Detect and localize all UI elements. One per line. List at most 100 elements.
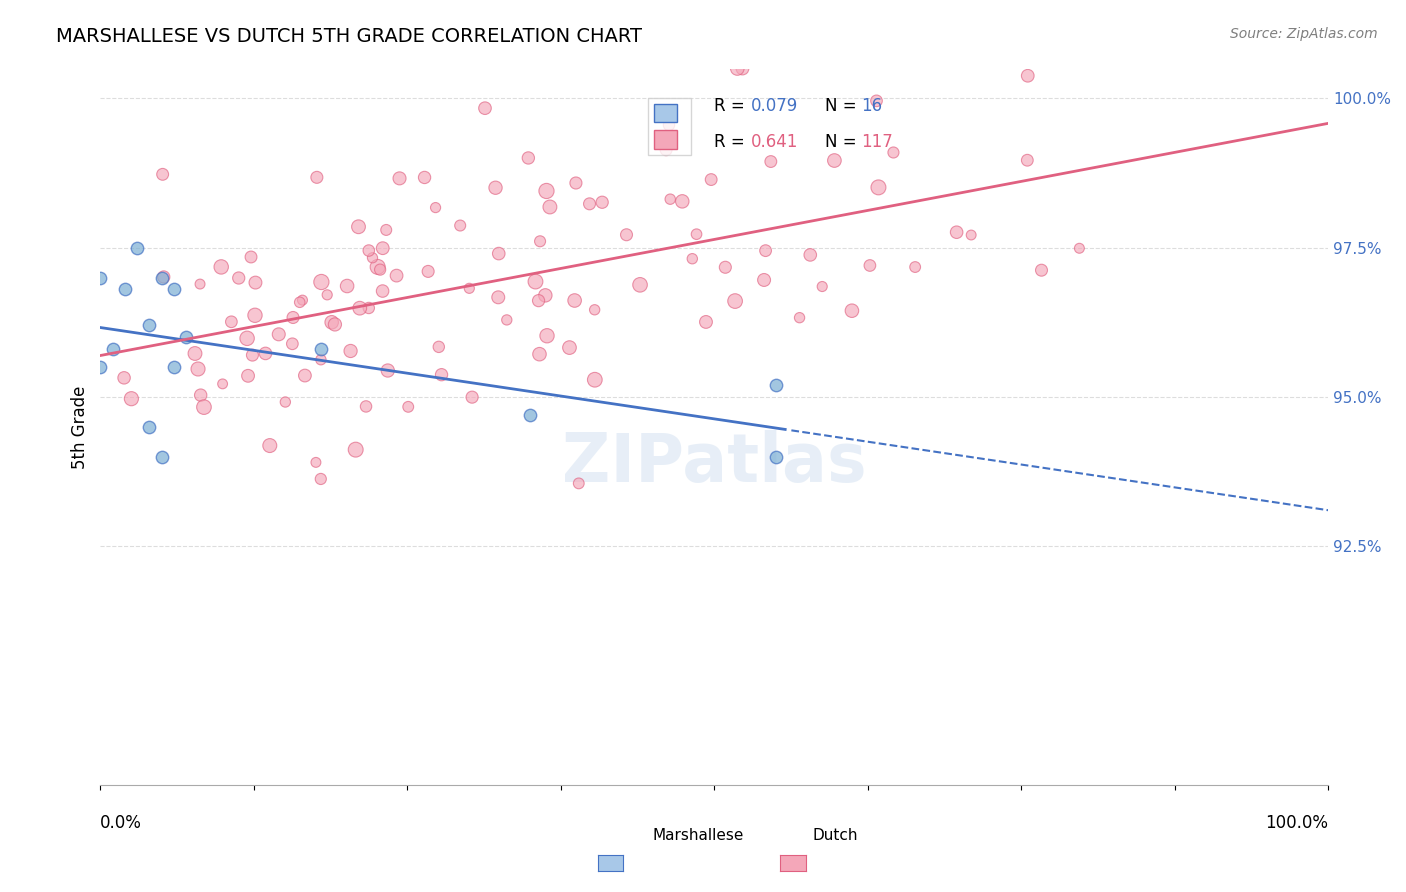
Point [578,197,600,211]
Point [377,363,399,377]
Point [309,352,332,367]
Point [101,342,124,356]
Text: ZIPatlas: ZIPatlas [562,430,866,496]
Point [731,62,754,76]
Point [347,219,370,234]
Point [960,227,983,242]
Point [184,346,207,360]
Point [430,368,453,382]
Text: N =: N = [825,133,862,151]
Point [529,347,551,361]
Point [385,268,408,283]
Point [245,276,267,290]
Point [413,170,436,185]
Point [152,167,174,181]
Point [344,442,367,457]
Point [868,180,890,194]
Point [309,472,332,486]
Point [221,315,243,329]
Point [945,225,967,239]
Point [368,262,391,277]
Point [138,318,160,333]
Point [865,94,887,108]
Point [321,315,343,329]
Point [323,318,346,332]
Point [388,171,411,186]
Point [759,154,782,169]
Point [357,244,380,258]
Text: 0.079: 0.079 [751,97,799,115]
Point [474,101,496,115]
Point [583,302,606,317]
Point [163,360,186,375]
Point [529,234,551,248]
Point [486,290,509,304]
Point [236,368,259,383]
Point [152,270,174,285]
Legend: , : , [648,97,690,155]
Point [127,241,149,255]
Point [449,219,471,233]
Point [538,200,561,214]
Point [114,283,136,297]
Point [765,450,787,464]
Point [193,400,215,414]
Text: MARSHALLESE VS DUTCH 5TH GRADE CORRELATION CHART: MARSHALLESE VS DUTCH 5TH GRADE CORRELATI… [56,27,643,45]
Point [259,439,281,453]
Point [288,295,311,310]
Point [120,392,142,406]
Point [568,476,591,491]
Point [882,145,904,160]
Point [534,288,557,302]
Point [616,227,638,242]
Point [695,315,717,329]
Point [904,260,927,274]
Point [659,192,682,206]
Point [418,264,440,278]
Point [1017,153,1039,168]
Point [461,390,484,404]
Point [291,293,314,307]
Point [859,259,882,273]
Point [163,283,186,297]
Point [564,293,586,308]
Point [138,419,160,434]
Point [655,143,678,157]
Point [789,310,811,325]
Point [1031,263,1053,277]
Point [354,400,377,414]
Text: 0.0%: 0.0% [100,814,142,831]
Point [628,277,651,292]
Point [681,252,703,266]
Point [371,284,394,298]
Point [339,343,361,358]
Text: 16: 16 [862,97,883,115]
Point [752,273,775,287]
Text: N =: N = [825,97,862,115]
Point [484,180,506,194]
Point [714,260,737,275]
Point [425,201,447,215]
Text: Dutch: Dutch [813,828,858,843]
Point [236,331,259,345]
Point [240,250,263,264]
Point [841,303,863,318]
Point [671,194,693,209]
Point [267,327,290,342]
Point [281,336,304,351]
Point [658,118,681,132]
Point [187,362,209,376]
Point [524,275,547,289]
Point [349,301,371,315]
Point [700,172,723,186]
Point [799,248,821,262]
Point [685,227,707,242]
Text: R =: R = [714,133,751,151]
Point [519,408,541,422]
Point [357,301,380,315]
Point [488,246,510,260]
Point [211,376,233,391]
Point [176,330,198,344]
Point [755,244,778,258]
Point [294,368,316,383]
